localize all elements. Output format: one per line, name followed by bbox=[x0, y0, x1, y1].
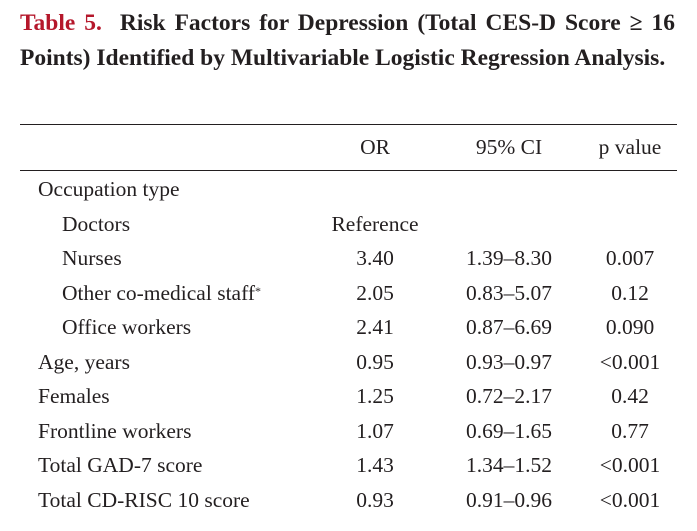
row-label: Age, years bbox=[38, 350, 130, 374]
row-label: Nurses bbox=[62, 246, 122, 270]
row-or: 0.95 bbox=[356, 350, 394, 374]
row-label-with-note: Other co-medical staff* bbox=[62, 280, 261, 306]
table-top-rule bbox=[20, 124, 677, 125]
table-number-label: Table 5. bbox=[20, 10, 102, 36]
row-label: Other co-medical staff bbox=[62, 281, 256, 305]
row-p-value: <0.001 bbox=[599, 488, 661, 512]
row-label: Office workers bbox=[62, 315, 192, 339]
row-or: 2.41 bbox=[356, 315, 394, 339]
row-or: 1.07 bbox=[356, 419, 394, 443]
footnote-asterisk: * bbox=[255, 284, 262, 298]
row-p-value: <0.001 bbox=[599, 453, 661, 477]
row-p-value: 0.42 bbox=[611, 384, 649, 408]
row-ci: 1.34–1.52 bbox=[466, 453, 552, 477]
row-label: Frontline workers bbox=[38, 419, 192, 443]
row-ci: 1.39–8.30 bbox=[466, 246, 552, 270]
row-ci: 0.93–0.97 bbox=[466, 350, 552, 374]
row-p-value: 0.007 bbox=[605, 246, 655, 270]
row-p-value: 0.090 bbox=[605, 315, 655, 339]
table-title: Risk Factors for Depression (Total CES-D… bbox=[20, 10, 676, 71]
row-ci: 0.87–6.69 bbox=[466, 315, 552, 339]
table-caption: Table 5. Risk Factors for Depression (To… bbox=[20, 6, 675, 76]
row-label: Doctors bbox=[62, 212, 131, 236]
row-ci: 0.69–1.65 bbox=[466, 419, 552, 443]
header-or: OR bbox=[360, 135, 390, 159]
header-ci: 95% CI bbox=[475, 135, 543, 159]
row-or: 3.40 bbox=[356, 246, 394, 270]
row-ci: 0.83–5.07 bbox=[466, 281, 552, 305]
header-p-value: p value bbox=[598, 135, 662, 159]
table-header-rule bbox=[20, 170, 677, 171]
row-p-value: 0.77 bbox=[611, 419, 649, 443]
row-or: 2.05 bbox=[356, 281, 394, 305]
row-label: Females bbox=[38, 384, 110, 408]
row-or: 1.25 bbox=[356, 384, 394, 408]
row-label: Total GAD-7 score bbox=[38, 453, 203, 477]
row-ci: 0.91–0.96 bbox=[466, 488, 552, 512]
row-or: 1.43 bbox=[356, 453, 394, 477]
row-ci: 0.72–2.17 bbox=[466, 384, 552, 408]
row-label: Total CD-RISC 10 score bbox=[38, 488, 250, 512]
group-label-occupation: Occupation type bbox=[38, 177, 180, 201]
row-p-value: 0.12 bbox=[611, 281, 649, 305]
row-p-value: <0.001 bbox=[599, 350, 661, 374]
row-or: 0.93 bbox=[356, 488, 394, 512]
row-or: Reference bbox=[331, 212, 419, 236]
